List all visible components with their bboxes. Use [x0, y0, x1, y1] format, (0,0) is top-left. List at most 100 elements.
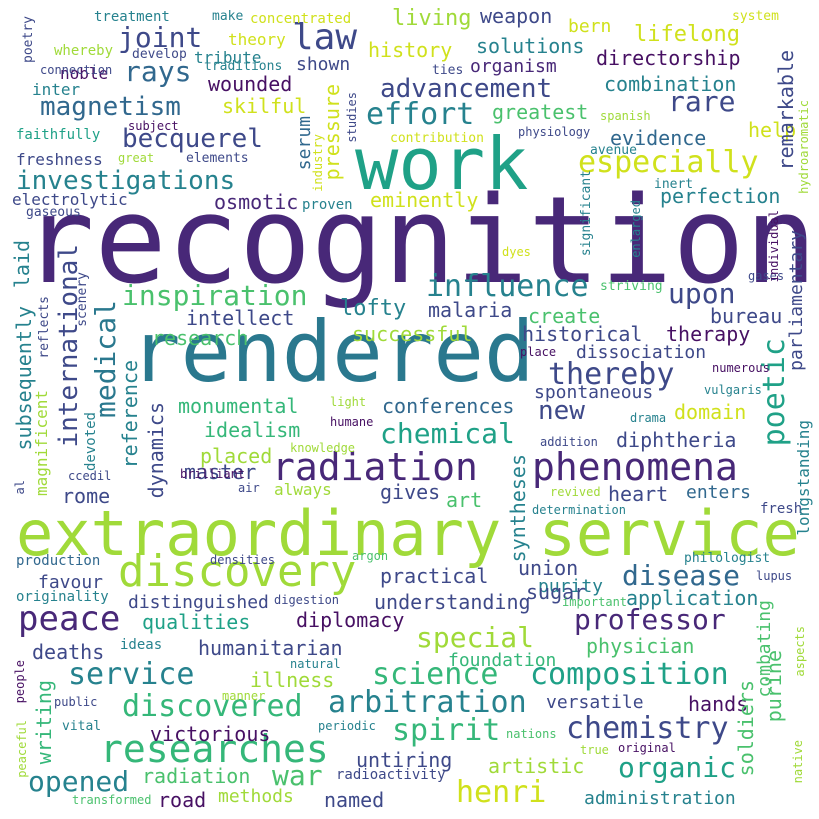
- word: monumental: [178, 394, 299, 418]
- word: ideas: [120, 637, 163, 653]
- word: conferences: [382, 394, 515, 418]
- word: extraordinary service: [16, 497, 800, 570]
- word: connection: [40, 63, 113, 77]
- word: system: [732, 9, 779, 24]
- word: intellect: [186, 306, 295, 330]
- word: spontaneous: [534, 382, 654, 403]
- word: brilliant: [180, 467, 246, 481]
- word: syntheses: [506, 454, 530, 563]
- word: public: [54, 695, 98, 709]
- word: successful: [352, 322, 473, 346]
- word: untiring: [356, 748, 453, 772]
- word: reference: [118, 360, 142, 469]
- word: reflects: [37, 296, 52, 359]
- word: illness: [250, 668, 335, 692]
- word: gaseous: [26, 205, 81, 220]
- word: master: [184, 460, 257, 484]
- word: skilful: [222, 94, 307, 118]
- word: digestion: [274, 593, 340, 607]
- word: original: [618, 741, 676, 755]
- word: discovered: [122, 689, 303, 724]
- word: greatest: [492, 100, 589, 124]
- word: pressure: [320, 84, 344, 181]
- word: victorious: [150, 722, 271, 746]
- word: combination: [604, 72, 737, 96]
- word: war: [272, 759, 323, 792]
- word: historical: [522, 322, 643, 346]
- word: professor: [574, 603, 726, 636]
- word: rays: [124, 55, 192, 88]
- word: evidence: [610, 126, 707, 150]
- word: radiation: [272, 445, 478, 489]
- word: organic: [618, 751, 737, 784]
- word: peaceful: [15, 720, 29, 778]
- word: develop: [132, 47, 187, 62]
- word: directorship: [596, 46, 741, 70]
- word: people: [13, 660, 27, 704]
- word: disease: [622, 559, 741, 592]
- word: natural: [290, 657, 341, 671]
- word: shown: [296, 54, 351, 75]
- word: periodic: [318, 719, 376, 733]
- word: noble: [60, 64, 109, 83]
- word: traditions: [204, 59, 283, 74]
- word: distinguished: [128, 592, 269, 613]
- word: native: [791, 740, 805, 784]
- word: aspects: [793, 626, 807, 677]
- word: artistic: [488, 754, 585, 778]
- word: remarkable: [774, 50, 798, 171]
- word: inert: [654, 177, 694, 192]
- word: methods: [218, 786, 294, 807]
- word: magnetism: [40, 92, 181, 122]
- word: road: [158, 788, 207, 812]
- word: ties: [432, 63, 464, 78]
- word: magnificent: [32, 390, 51, 496]
- word: rare: [668, 85, 736, 118]
- word: perfection: [660, 184, 781, 208]
- word: humanitarian: [198, 636, 343, 660]
- word: foundation: [448, 650, 557, 671]
- word: tribute: [194, 48, 262, 67]
- word: manner: [222, 689, 266, 703]
- word: transformed: [72, 793, 152, 807]
- word: lofty: [340, 296, 407, 321]
- word: contribution: [390, 131, 484, 146]
- word: fresh: [760, 501, 803, 517]
- word: subject: [128, 119, 179, 133]
- word: freshness: [16, 150, 103, 169]
- word: originality: [16, 589, 109, 605]
- word: studies: [345, 92, 359, 143]
- word: gases: [748, 269, 785, 283]
- word: spanish: [600, 109, 651, 123]
- word: spirit: [392, 713, 501, 748]
- word: new: [538, 396, 585, 426]
- word: domain: [674, 400, 747, 424]
- word: practical: [380, 564, 489, 588]
- word: malaria: [428, 298, 513, 322]
- word: scenery: [75, 272, 90, 327]
- word: writing: [32, 680, 56, 765]
- word: radioactivity: [336, 767, 446, 783]
- word: chemistry: [566, 711, 729, 746]
- word: advancement: [380, 74, 553, 104]
- word: investigations: [16, 166, 236, 196]
- word: joint: [118, 21, 203, 54]
- word: chemical: [380, 417, 515, 450]
- word: light: [330, 395, 367, 409]
- word: hands: [688, 692, 749, 716]
- word: longstanding: [794, 420, 813, 536]
- word: bureau: [710, 304, 783, 328]
- word: service: [68, 657, 195, 692]
- word: vital: [62, 719, 102, 734]
- word: subsequently: [12, 306, 36, 451]
- word: combating: [754, 600, 775, 698]
- word: bern: [568, 16, 612, 37]
- word: vulgaris: [704, 383, 762, 397]
- word: osmotic: [214, 190, 299, 214]
- word: elements: [186, 151, 249, 166]
- word: theory: [228, 30, 286, 49]
- word: concentrated: [250, 11, 352, 27]
- word: electrolytic: [12, 190, 128, 209]
- word: nations: [506, 727, 557, 741]
